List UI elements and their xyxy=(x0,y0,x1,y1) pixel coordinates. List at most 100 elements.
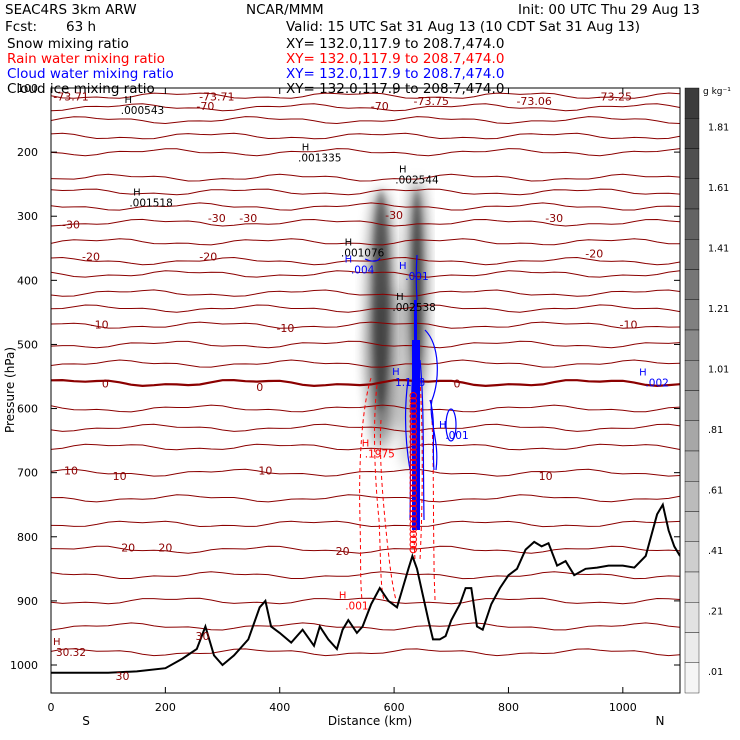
temperature-contour-line xyxy=(51,404,680,413)
temperature-label: 30 xyxy=(115,670,129,683)
max-marker-h: H xyxy=(639,368,647,379)
temperature-contour-line xyxy=(51,256,680,266)
rain-core-markers xyxy=(409,392,417,554)
rain-core-marker xyxy=(409,515,417,523)
rain-core-marker xyxy=(409,540,417,549)
forecast-label: Fcst: xyxy=(5,19,38,35)
x-tick-label: 800 xyxy=(498,701,519,714)
max-value-label: .000543 xyxy=(121,105,164,117)
rain-core-marker xyxy=(409,474,417,482)
max-value-label: .001518 xyxy=(129,197,172,209)
colorbar-label: 1.61 xyxy=(708,183,729,194)
y-axis-label: Pressure (hPa) xyxy=(3,347,17,433)
temperature-contour-line xyxy=(51,359,680,368)
colorbar-label: .61 xyxy=(708,485,723,496)
colorbar-swatch xyxy=(684,571,700,603)
colorbar-swatch xyxy=(684,450,700,482)
rain-core-marker xyxy=(409,412,417,420)
temperature-contour-line xyxy=(51,148,680,157)
endpoint-left-label: S xyxy=(82,714,90,728)
temperature-label: -10 xyxy=(91,319,109,332)
rain-core-marker xyxy=(409,448,417,456)
temperature-label: -73.75 xyxy=(414,95,449,108)
temperature-label: -73.71 xyxy=(199,90,234,103)
rain-core-marker xyxy=(409,402,417,410)
org-label: NCAR/MMM xyxy=(246,2,324,18)
temperature-contour-line xyxy=(51,648,680,657)
field-name-rain: Rain water mixing ratio xyxy=(7,51,165,67)
colorbar-swatch xyxy=(684,511,700,542)
colorbar-swatch xyxy=(684,269,700,300)
colorbar-swatch xyxy=(684,178,700,210)
y-tick-label: 100 xyxy=(17,82,38,95)
rain-core-marker xyxy=(409,422,417,431)
plot-frame xyxy=(50,87,681,694)
x-tick-label: 0 xyxy=(48,701,55,714)
x-axis-label: Distance (km) xyxy=(328,714,412,728)
max-marker-h: H xyxy=(399,164,407,175)
valid-time: Valid: 15 UTC Sat 31 Aug 13 (10 CDT Sat … xyxy=(286,19,640,35)
temperature-label: -20 xyxy=(585,247,603,260)
rain-core-marker xyxy=(409,535,417,544)
temperature-label: -30 xyxy=(385,209,403,222)
contour-labels: -73.71 -73.71 -73.75 -73.06 -73.25-70 -70-30-… xyxy=(53,90,669,683)
temperature-label: -30 xyxy=(239,212,257,225)
max-marker-h: H xyxy=(399,261,407,272)
max-marker-h: H xyxy=(439,420,447,431)
colorbar-label: 1.21 xyxy=(708,304,729,315)
y-tick-label: 1000 xyxy=(10,659,38,672)
colorbar-label: 1.81 xyxy=(708,122,729,133)
model-title: SEAC4RS 3km ARW xyxy=(5,2,137,18)
temperature-label: 10 xyxy=(258,465,272,478)
temperature-label: -30 xyxy=(208,212,226,225)
forecast-hours: 63 h xyxy=(66,19,97,35)
y-tick-label: 900 xyxy=(17,595,38,608)
max-value-label: 1.108 xyxy=(395,377,425,389)
temperature-contour-line xyxy=(51,622,680,631)
temperature-label: 10 xyxy=(113,470,127,483)
temperature-label: -20 xyxy=(82,251,100,264)
temperature-contour-line xyxy=(51,468,680,477)
x-tick-label: 1000 xyxy=(609,701,637,714)
rain-core-marker xyxy=(409,392,417,400)
rain-core-marker xyxy=(409,458,417,467)
rain-core-marker xyxy=(409,545,417,554)
temperature-contour-line xyxy=(51,571,680,580)
field-xy-cloud-water: XY= 132.0,117.9 to 208.7,474.0 xyxy=(286,66,505,82)
temperature-contour-line xyxy=(51,443,680,451)
rain-core-marker xyxy=(409,479,417,487)
temperature-contour-line xyxy=(51,116,680,125)
temperature-contour-line xyxy=(51,188,680,196)
y-tick-label: 300 xyxy=(17,210,38,223)
rain-core-marker xyxy=(409,494,417,503)
temperature-label: -73.25 xyxy=(597,90,632,103)
temperature-contour-line xyxy=(51,238,680,246)
colorbar-swatch xyxy=(684,662,700,694)
colorbar-label: 1.41 xyxy=(708,243,729,254)
max-value-label: .002544 xyxy=(395,174,439,186)
temperature-contour-line xyxy=(51,378,680,388)
temperature-label: -70 xyxy=(371,100,389,113)
max-marker-h: H xyxy=(124,95,132,106)
max-value-label: 30.32 xyxy=(56,647,86,659)
temperature-contours xyxy=(51,92,680,657)
colorbar-swatch xyxy=(684,541,700,573)
axes: 0 200 400 600 800 100010020030040050060070080… xyxy=(3,82,680,728)
max-marker-h: H xyxy=(345,237,353,248)
y-tick-label: 200 xyxy=(17,146,38,159)
temperature-contour-line xyxy=(51,132,680,140)
temperature-contour-line xyxy=(51,173,680,182)
max-value-label: .001 xyxy=(445,430,468,442)
field-xy-cloud-ice: XY= 132.0,117.9 to 208.7,474.0 xyxy=(286,81,505,97)
max-value-label: .001 xyxy=(405,271,428,283)
snow-shading xyxy=(365,180,426,470)
x-tick-label: 600 xyxy=(384,701,405,714)
colorbar: g kg⁻¹ 1.81 1.61 1.41 1.21 1.01 .81 .61 .41 .21 .0… xyxy=(684,87,731,694)
colorbar-swatch xyxy=(684,632,700,663)
field-name-snow: Snow mixing ratio xyxy=(7,36,129,52)
rain-core-marker xyxy=(409,417,417,426)
colorbar-swatch xyxy=(684,87,700,119)
temperature-label: 20 xyxy=(121,542,135,555)
endpoint-right-label: N xyxy=(656,714,665,728)
